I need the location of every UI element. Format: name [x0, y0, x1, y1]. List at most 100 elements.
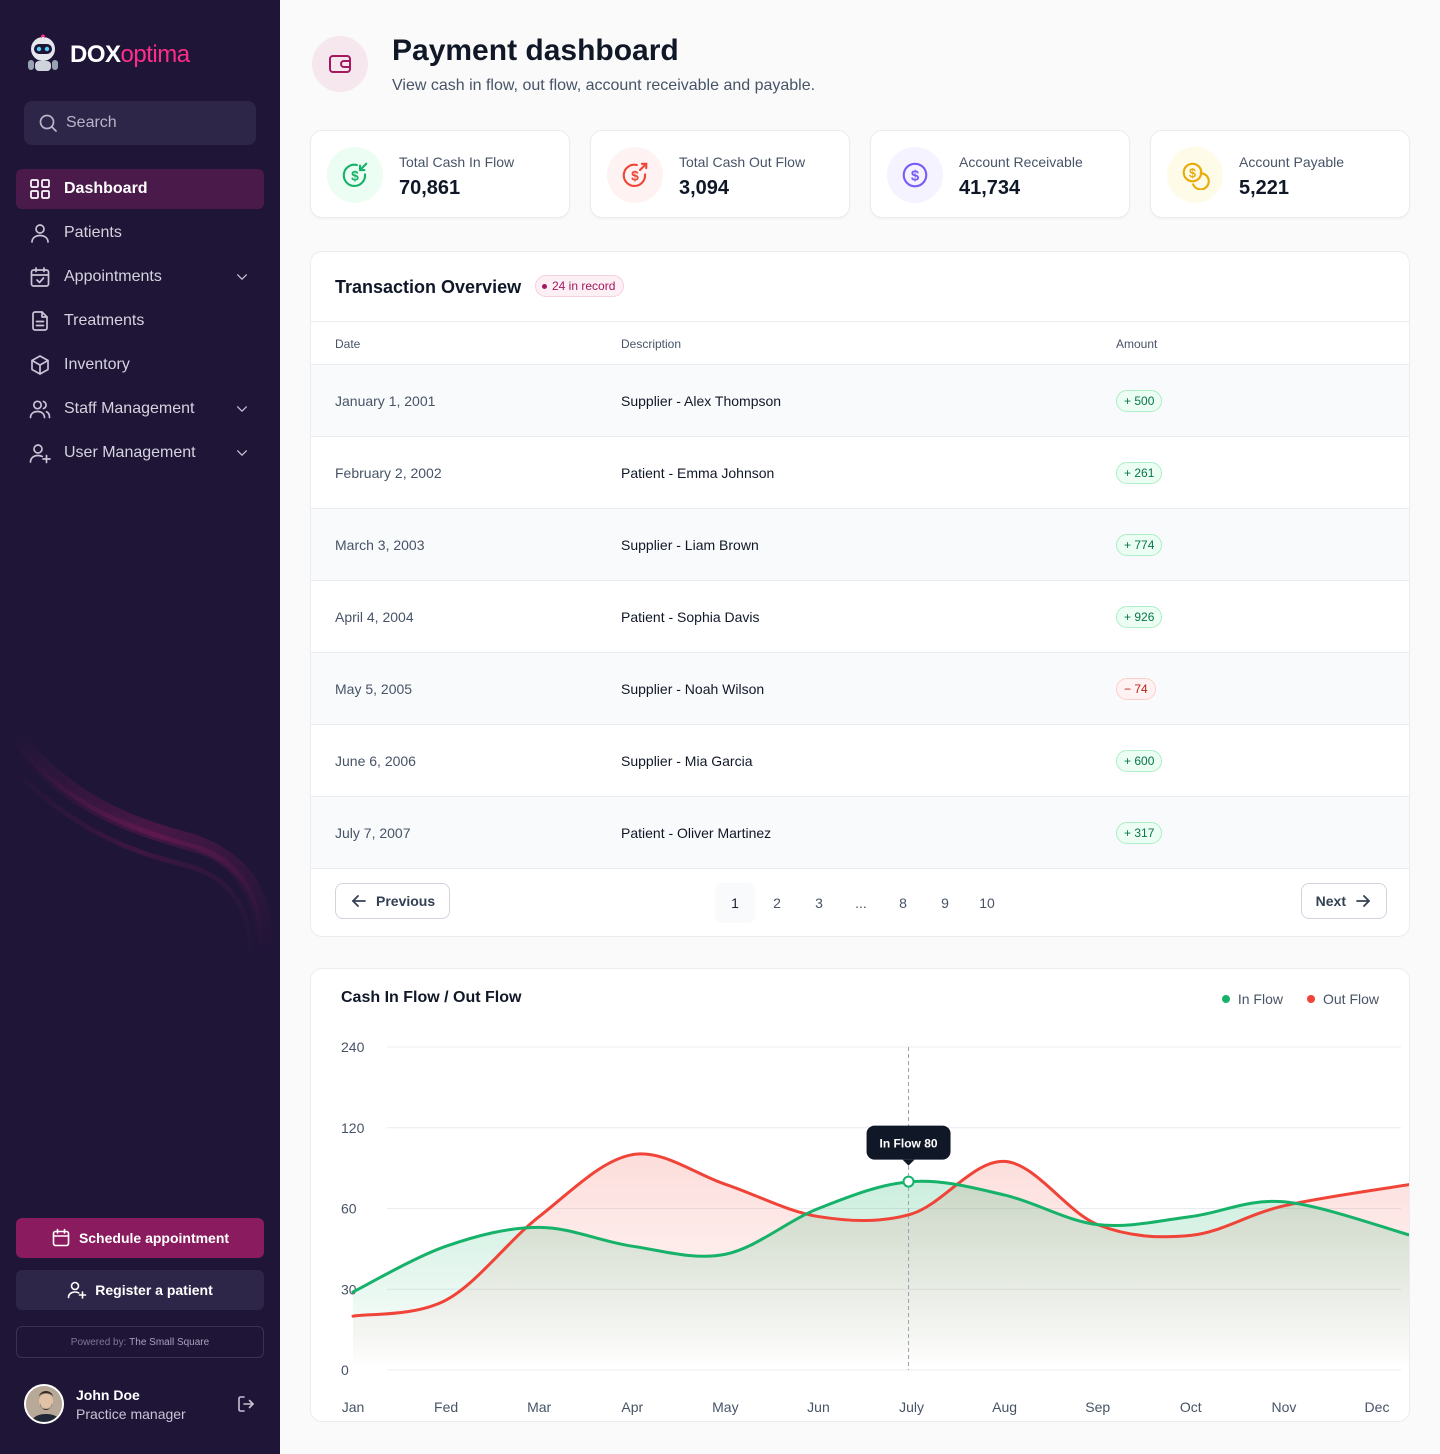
stat-card-total-cash-in-flow: $ Total Cash In Flow 70,861	[310, 130, 570, 218]
tooltip-bubble	[866, 1125, 951, 1160]
page-ellipsis: ...	[855, 895, 867, 911]
column-header-amount[interactable]: Amount	[1116, 337, 1158, 351]
stat-label: Account Payable	[1239, 154, 1345, 170]
chart-legend: In Flow Out Flow	[1221, 991, 1379, 1007]
x-tick-label: Aug	[992, 1399, 1017, 1415]
sidebar-item-user-management[interactable]: User Management	[16, 433, 264, 473]
svg-text:$: $	[631, 168, 639, 183]
table-row[interactable]: April 4, 2004 Patient - Sophia Davis + 926	[311, 581, 1409, 653]
app-logo[interactable]: DOXoptima	[24, 34, 190, 76]
legend-out-flow[interactable]: Out Flow	[1306, 991, 1379, 1007]
tooltip-pointer	[902, 1159, 915, 1166]
table-row[interactable]: March 3, 2003 Supplier - Liam Brown + 774	[311, 509, 1409, 581]
legend-label-out-flow: Out Flow	[1322, 991, 1379, 1007]
chevron-down-icon[interactable]	[234, 269, 250, 285]
robot-mascot-icon	[28, 34, 58, 71]
sidebar-item-staff-management[interactable]: Staff Management	[16, 389, 264, 429]
cash-flow-chart-card: 0 30 60 120 240 Jan Fed Mar Apr May Jun July Aug Sep O…	[310, 968, 1410, 1422]
table-row[interactable]: June 6, 2006 Supplier - Mia Garcia + 600	[311, 725, 1409, 797]
sidebar-nav: Dashboard Patients Appointments Treatments I…	[16, 169, 264, 477]
schedule-appointment-label: Schedule appointment	[78, 1230, 230, 1246]
page-subtitle: View cash in flow, out flow, account rec…	[392, 77, 816, 94]
x-tick-label: Jun	[807, 1399, 830, 1415]
user-profile: John Doe Practice manager	[24, 1382, 264, 1426]
table-row[interactable]: July 7, 2007 Patient - Oliver Martinez + 3…	[311, 797, 1409, 869]
chevron-down-icon[interactable]	[234, 445, 250, 461]
sidebar-item-patients[interactable]: Patients	[16, 213, 264, 253]
x-tick-label: Mar	[527, 1399, 551, 1415]
page-number-button[interactable]: 10	[979, 895, 995, 911]
sidebar-item-label: User Management	[64, 444, 196, 461]
register-patient-button[interactable]: Register a patient	[16, 1270, 264, 1310]
logout-icon[interactable]	[236, 1394, 256, 1414]
avatar[interactable]	[24, 1384, 64, 1424]
row-description: Supplier - Noah Wilson	[621, 681, 765, 697]
sidebar-item-inventory[interactable]: Inventory	[16, 345, 264, 385]
page-title: Payment dashboard	[392, 34, 679, 67]
sidebar-item-appointments[interactable]: Appointments	[16, 257, 264, 297]
row-date: July 7, 2007	[335, 825, 411, 841]
table-row[interactable]: May 5, 2005 Supplier - Noah Wilson − 74	[311, 653, 1409, 725]
previous-label: Previous	[376, 893, 436, 909]
sidebar-item-label: Staff Management	[64, 400, 195, 417]
x-tick-label: Oct	[1180, 1399, 1202, 1415]
x-tick-label: Apr	[621, 1399, 643, 1415]
page-numbers: 1 2 3... 8 9 10	[715, 883, 1007, 923]
x-tick-label: Jan	[342, 1399, 365, 1415]
table-row[interactable]: January 1, 2001 Supplier - Alex Thompson +…	[311, 365, 1409, 437]
coins-icon: $	[1182, 162, 1210, 190]
next-button[interactable]: Next	[1300, 883, 1387, 919]
row-date: February 2, 2002	[335, 465, 442, 481]
stat-value: 70,861	[399, 177, 461, 199]
stat-label: Total Cash Out Flow	[679, 154, 806, 170]
page-number-button[interactable]: 9	[941, 895, 949, 911]
row-date: May 5, 2005	[335, 681, 413, 697]
y-tick-label: 240	[341, 1039, 365, 1055]
row-description: Patient - Emma Johnson	[621, 465, 775, 481]
table-row[interactable]: February 2, 2002 Patient - Emma Johnson + …	[311, 437, 1409, 509]
arrow-right-icon	[1356, 895, 1370, 907]
page-number-button[interactable]: 1	[715, 883, 755, 923]
y-tick-label: 120	[341, 1120, 365, 1136]
series-area-in-flow	[353, 1181, 1409, 1370]
x-tick-label: Fed	[434, 1399, 458, 1415]
schedule-appointment-button[interactable]: Schedule appointment	[16, 1218, 264, 1258]
sidebar-item-label: Appointments	[64, 268, 162, 285]
column-header-description[interactable]: Description	[621, 337, 682, 351]
stat-icon-badge: $	[327, 147, 383, 203]
sidebar-item-dashboard[interactable]: Dashboard	[16, 169, 264, 209]
pagination: Previous 1 2 3... 8 9 10 Next	[311, 869, 1409, 936]
search-input[interactable]: Search	[24, 101, 256, 145]
series-line-in-flow	[351, 1179, 1409, 1294]
stat-card-account-receivable: $ Account Receivable 41,734	[870, 130, 1130, 218]
page-number-button[interactable]: 2	[773, 895, 781, 911]
row-description: Patient - Sophia Davis	[621, 609, 760, 625]
arrow-left-icon	[352, 895, 366, 907]
search-placeholder: Search	[66, 114, 117, 131]
column-header-date[interactable]: Date	[335, 337, 361, 351]
row-description: Supplier - Liam Brown	[621, 537, 759, 553]
chevron-down-icon[interactable]	[234, 401, 250, 417]
previous-button[interactable]: Previous	[335, 883, 451, 919]
powered-by[interactable]: Powered by: The Small Square	[16, 1326, 264, 1358]
page-number-button[interactable]: 3	[815, 895, 823, 911]
row-amount-badge: + 500	[1116, 390, 1163, 412]
x-tick-label: May	[712, 1399, 738, 1415]
legend-label-in-flow: In Flow	[1237, 991, 1283, 1007]
row-date: March 3, 2003	[335, 537, 425, 553]
legend-in-flow[interactable]: In Flow	[1221, 991, 1283, 1007]
y-tick-label: 0	[341, 1362, 349, 1378]
svg-text:$: $	[351, 168, 359, 183]
page-number-button[interactable]: 8	[899, 895, 907, 911]
dollar-circle-icon: $	[902, 162, 928, 188]
row-description: Patient - Oliver Martinez	[621, 825, 772, 841]
tooltip-label: In Flow 80	[880, 1137, 938, 1151]
stat-value: 5,221	[1239, 177, 1290, 199]
x-tick-label: Dec	[1365, 1399, 1390, 1415]
sidebar-item-treatments[interactable]: Treatments	[16, 301, 264, 341]
grid-icon	[30, 179, 50, 199]
user-icon	[31, 224, 49, 243]
stat-icon-badge: $	[887, 147, 943, 203]
legend-dot-out-flow	[1306, 995, 1315, 1003]
